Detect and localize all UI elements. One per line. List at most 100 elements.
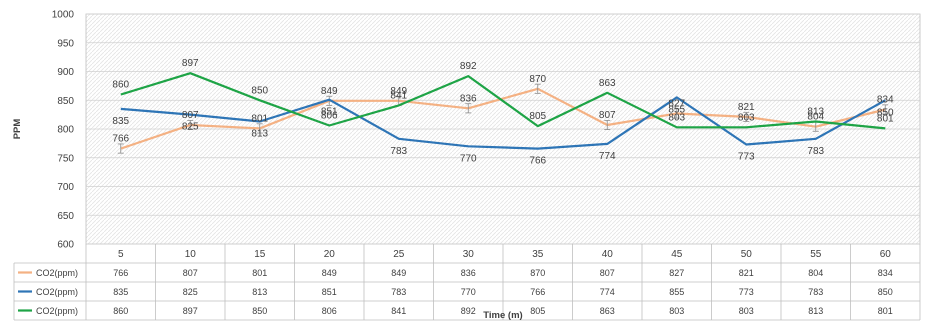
table-cell: 801: [252, 268, 267, 278]
y-tick-labels: 1000 950 900 850 800 750 700 650 600: [52, 10, 75, 251]
series-line: [120, 72, 886, 130]
table-cell: 774: [600, 287, 615, 297]
data-label: 774: [599, 151, 616, 162]
x-tick-label: 40: [602, 249, 614, 260]
data-label: 807: [599, 110, 616, 121]
data-label: 806: [321, 111, 338, 122]
legend-entry: CO2(ppm): [18, 306, 78, 316]
x-tick-label: 10: [185, 249, 197, 260]
table-cell: 813: [808, 306, 823, 316]
data-label: 801: [251, 113, 268, 124]
table-cell: 773: [739, 287, 754, 297]
x-tick-label: 45: [671, 249, 683, 260]
x-tick-label: 20: [324, 249, 336, 260]
legend-entry: CO2(ppm): [18, 268, 78, 278]
y-tick-label: 950: [57, 38, 74, 49]
x-tick-label: 25: [393, 249, 405, 260]
data-label: 766: [529, 156, 546, 167]
y-tick-label: 750: [57, 153, 74, 164]
data-label: 807: [182, 110, 199, 121]
table-cell: 806: [322, 306, 337, 316]
table-cell: 849: [391, 268, 406, 278]
data-labels: 766 807 801 849 849 836 870 807 827 821 804 834 835 8…: [112, 58, 894, 166]
data-label: 897: [182, 58, 199, 69]
y-axis-title: PPM: [12, 119, 23, 140]
series-lines: [117, 72, 889, 154]
series-3: [120, 72, 886, 130]
legend-label: CO2(ppm): [36, 268, 78, 278]
table-cell: 783: [808, 287, 823, 297]
data-label: 813: [251, 129, 268, 140]
y-tick-label: 900: [57, 67, 74, 78]
table-cell: 836: [461, 268, 476, 278]
table-cell: 766: [530, 287, 545, 297]
table-cell: 803: [739, 306, 754, 316]
data-label: 860: [112, 80, 129, 91]
data-label: 766: [112, 134, 129, 145]
table-cell: 850: [252, 306, 267, 316]
error-bar: [604, 119, 611, 130]
y-tick-label: 600: [57, 240, 74, 251]
y-tick-label: 1000: [52, 10, 75, 21]
x-axis-title: Time (m): [483, 310, 522, 321]
error-bar: [882, 104, 889, 115]
table-cell: 863: [600, 306, 615, 316]
data-label: 850: [877, 107, 894, 118]
x-tick-label: 5: [118, 249, 124, 260]
table-cell: 813: [252, 287, 267, 297]
data-label: 849: [390, 86, 407, 97]
legend-label: CO2(ppm): [36, 287, 78, 297]
table-cell: 807: [600, 268, 615, 278]
series-line: [120, 87, 886, 150]
table-cell: 804: [808, 268, 823, 278]
table-cell: 821: [739, 268, 754, 278]
table-cell: 892: [461, 306, 476, 316]
table-cell: 860: [113, 306, 128, 316]
table-cell: 835: [113, 287, 128, 297]
error-bar: [465, 103, 472, 114]
x-tick-label: 50: [741, 249, 753, 260]
x-tick-label: 35: [532, 249, 544, 260]
data-label: 801: [877, 113, 894, 124]
x-tick-label: 15: [254, 249, 266, 260]
error-bar: [117, 143, 124, 154]
data-label: 863: [599, 78, 616, 89]
data-label: 805: [529, 111, 546, 122]
y-tick-label: 850: [57, 96, 74, 107]
data-label: 804: [807, 112, 824, 123]
data-label: 870: [529, 74, 546, 85]
data-label: 835: [112, 116, 129, 127]
table-cell: 825: [183, 287, 198, 297]
table-cell: 807: [183, 268, 198, 278]
data-label: 855: [668, 104, 685, 115]
table-cell: 801: [878, 306, 893, 316]
x-tick-label: 60: [880, 249, 892, 260]
table-cell: 766: [113, 268, 128, 278]
table-cell: 827: [669, 268, 684, 278]
x-tick-label: 55: [810, 249, 822, 260]
table-cell: 850: [878, 287, 893, 297]
error-bar: [534, 83, 541, 94]
table-cell: 805: [530, 306, 545, 316]
y-tick-label: 650: [57, 211, 74, 222]
y-tick-label: 700: [57, 182, 74, 193]
data-label: 851: [321, 107, 338, 118]
table-cell: 851: [322, 287, 337, 297]
data-label: 841: [390, 90, 407, 101]
data-label: 773: [738, 152, 755, 163]
data-label: 850: [251, 85, 268, 96]
data-label: 827: [668, 98, 685, 109]
table-cell: 855: [669, 287, 684, 297]
table-cell: 783: [391, 287, 406, 297]
error-bar: [743, 111, 750, 122]
data-label: 783: [807, 146, 824, 157]
table-cell: 803: [669, 306, 684, 316]
series-1: [117, 83, 889, 154]
table-cell: 841: [391, 306, 406, 316]
data-label: 892: [460, 61, 477, 72]
series-line: [120, 96, 886, 150]
series-2: [120, 96, 886, 150]
table-cell: 770: [461, 287, 476, 297]
